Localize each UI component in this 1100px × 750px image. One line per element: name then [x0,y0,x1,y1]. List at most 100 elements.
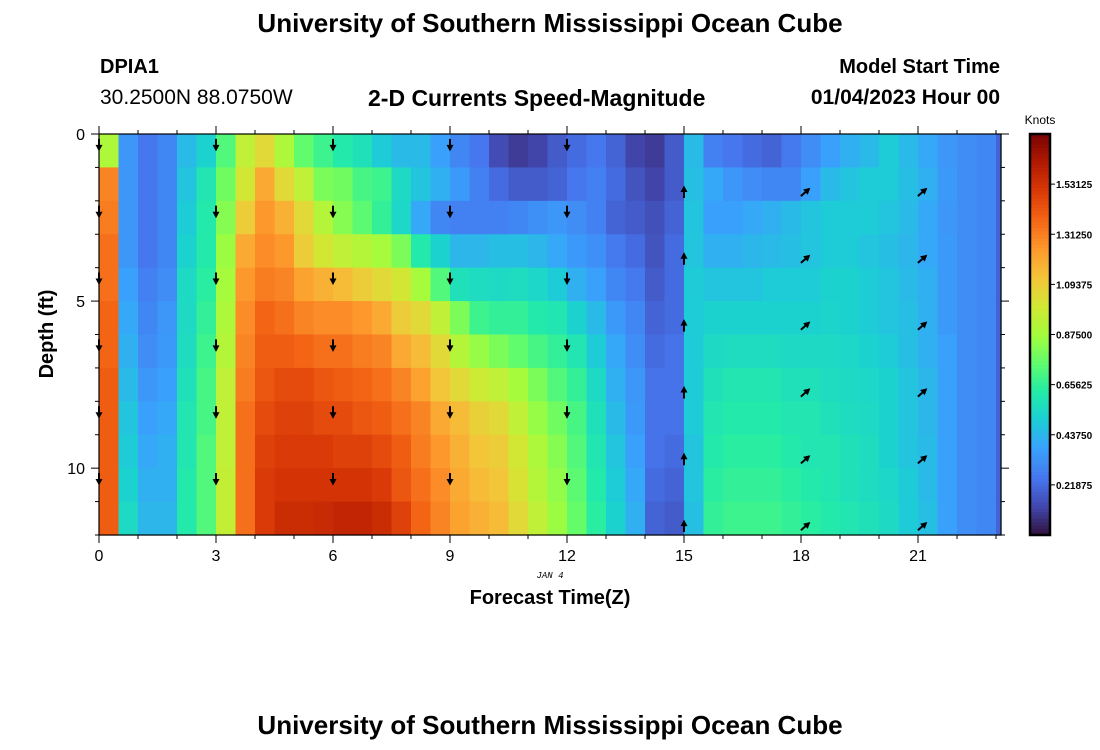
heatmap-cell [625,200,646,235]
heatmap-cell [138,401,159,436]
heatmap-cell [391,167,412,202]
colorbar-segment [1030,524,1050,529]
current-vector-arrowhead [95,412,103,419]
heatmap-cell [567,367,588,402]
heatmap-cell [469,434,490,469]
heatmap-cell [723,401,744,436]
colorbar-segment [1030,411,1050,416]
heatmap-cell [957,501,978,536]
heatmap-cell [567,267,588,302]
heatmap-cell [196,200,217,235]
heatmap-cell [918,301,939,336]
heatmap-cell [645,367,666,402]
heatmap-cell [196,134,217,169]
heatmap-cell [469,334,490,369]
heatmap-cell [781,334,802,369]
colorbar-segment [1030,468,1050,473]
heatmap-cell [996,401,1002,436]
colorbar-segment [1030,291,1050,295]
colorbar-segment [1030,184,1050,188]
current-vector-arrowhead [803,455,811,463]
colorbar-segment [1030,240,1050,245]
heatmap-cell [508,267,529,302]
colorbar-segment [1030,324,1050,329]
heatmap-cell [820,267,841,302]
current-vector-arrowhead [803,522,811,529]
heatmap-cell [528,501,549,536]
heatmap-cell [196,234,217,269]
colorbar-segment [1030,418,1050,422]
colorbar-tick-label: 0.43750 [1056,431,1093,442]
heatmap-cell [372,401,393,436]
model-start-time: 01/04/2023 Hour 00 [810,86,1000,109]
current-vector-arrowhead [446,479,454,486]
heatmap-cell [489,267,510,302]
heatmap-cell [606,401,627,436]
x-axis-label: Forecast Time(Z) [470,587,631,609]
heatmap-cell [528,301,549,336]
colorbar-segment [1030,244,1050,249]
heatmap-cell [352,367,373,402]
heatmap-cell [177,167,198,202]
heatmap-cell [352,134,373,169]
heatmap-cell [352,301,373,336]
heatmap-cell [781,468,802,503]
heatmap-cell [664,401,685,436]
heatmap-cell [898,468,919,503]
heatmap-cell [937,200,958,235]
heatmap-cell [235,267,256,302]
heatmap-cell [274,301,295,336]
heatmap-cell [430,167,451,202]
heatmap-cell [664,468,685,503]
heatmap-cell [567,134,588,169]
colorbar-segment [1030,204,1050,209]
current-vector-arrowhead [212,479,220,486]
heatmap-cell [99,501,120,536]
heatmap-cell [996,367,1002,402]
heatmap-cell [586,501,607,536]
heatmap-cell [859,434,880,469]
heatmap-cell [586,301,607,336]
heatmap-cell [898,167,919,202]
heatmap-cell [255,334,276,369]
heatmap-cell [567,234,588,269]
heatmap-cell [157,301,178,336]
heatmap-cell [781,267,802,302]
colorbar-segment [1030,531,1050,536]
heatmap-cell [99,267,120,302]
colorbar-segment [1030,408,1050,412]
heatmap-cell [781,134,802,169]
heatmap-cell [703,234,724,269]
heatmap-cell [528,468,549,503]
current-vector-arrowhead [920,455,928,463]
colorbar-segment [1030,347,1050,352]
heatmap-cell [157,134,178,169]
heatmap-cell [801,134,822,169]
heatmap-cell [196,401,217,436]
colorbar-segment [1030,414,1050,419]
heatmap-cell [937,134,958,169]
heatmap-cell [742,434,763,469]
heatmap-cell [157,501,178,536]
heatmap-cell [118,334,139,369]
heatmap-cell [586,167,607,202]
heatmap-cell [840,301,861,336]
heatmap-cell [723,267,744,302]
heatmap-cell [547,267,568,302]
colorbar-segment [1030,478,1050,483]
heatmap-cell [469,134,490,169]
heatmap-cell [703,468,724,503]
heatmap-cell [801,301,822,336]
heatmap-cell [352,434,373,469]
heatmap-cell [645,167,666,202]
heatmap-cell [469,468,490,503]
heatmap-cell [567,434,588,469]
heatmap-cell [762,367,783,402]
heatmap-cell [313,501,334,536]
heatmap-cell [801,234,822,269]
colorbar-segment [1030,224,1050,229]
heatmap-cell [996,501,1002,536]
heatmap-cell [508,334,529,369]
heatmap-cell [547,301,568,336]
heatmap-cell [216,200,237,235]
